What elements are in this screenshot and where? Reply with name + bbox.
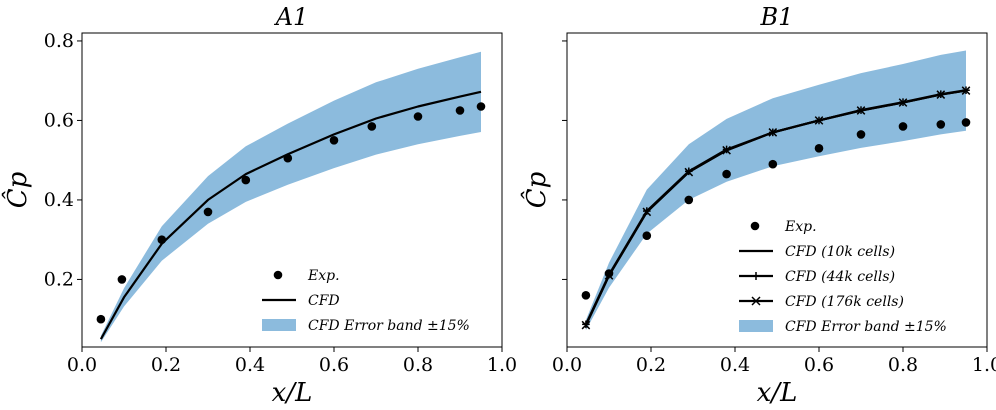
- panel-a1: 0.0 0.2 0.4 0.6 0.8 1.0 0.2 0.4 0.6 0.8 A1 x/L Ĉp Exp…: [1, 3, 517, 408]
- legend-x-marker: [751, 296, 761, 306]
- x-axis-label: x/L: [272, 378, 313, 408]
- data-point: [898, 122, 908, 131]
- x-tick-label: 0.8: [403, 354, 433, 376]
- x-tick-label: 1.0: [972, 354, 996, 376]
- x-tick-label: 1.0: [487, 354, 517, 376]
- data-point: [961, 118, 971, 127]
- axes-frame: [81, 32, 503, 348]
- x-marker: [898, 98, 908, 107]
- x-tick-label: 0.2: [636, 354, 666, 376]
- x-marker: [581, 320, 591, 330]
- data-point: [367, 122, 377, 131]
- data-point: [203, 207, 213, 217]
- x-marker: [642, 207, 652, 217]
- legend: Exp. CFD (10k cells) CFD (44k cells) CFD (1…: [739, 219, 947, 335]
- x-stroke: [642, 207, 652, 217]
- data-point: [241, 175, 251, 185]
- legend-label: CFD (44k cells): [785, 269, 895, 285]
- data-point: [856, 130, 866, 139]
- data-point: [581, 291, 591, 300]
- legend-band-swatch: [739, 320, 773, 332]
- data-point: [117, 275, 127, 284]
- x-stroke: [814, 116, 824, 125]
- legend-label: CFD: [308, 293, 340, 309]
- legend-label: CFD Error band ±15%: [785, 319, 947, 335]
- x-tick-label: 0.0: [67, 354, 97, 376]
- y-axis-label: Ĉp: [1, 171, 33, 208]
- chart-title: B1: [760, 3, 794, 31]
- y-tick-label: 0.8: [44, 30, 74, 52]
- data-point: [157, 235, 167, 244]
- error-band: [100, 51, 482, 343]
- data-point: [329, 136, 339, 145]
- data-point: [684, 195, 694, 205]
- legend-label: Exp.: [784, 219, 817, 235]
- x-tick-label: 0.6: [319, 354, 349, 376]
- data-point: [476, 102, 486, 111]
- x-tick-label: 0.2: [151, 354, 181, 376]
- y-tick-label: 0.2: [44, 268, 74, 290]
- x-stroke: [856, 106, 866, 115]
- legend-label: Exp.: [307, 268, 340, 284]
- y-tick-label: 0.6: [44, 109, 74, 131]
- y-tick-label: 0.4: [44, 189, 74, 211]
- x-stroke: [684, 167, 694, 177]
- x-tick-label: 0.6: [804, 354, 834, 376]
- x-marker: [684, 167, 694, 177]
- data-point: [413, 112, 423, 121]
- x-axis-label: x/L: [757, 378, 798, 408]
- data-point: [642, 231, 652, 240]
- x-stroke: [898, 98, 908, 107]
- data-point: [604, 269, 614, 278]
- x-stroke: [961, 86, 971, 95]
- legend-marker-exp: [750, 221, 760, 231]
- x-stroke: [722, 145, 731, 155]
- error-band: [585, 50, 966, 331]
- data-point: [455, 106, 465, 115]
- x-tick-label: 0.0: [552, 354, 582, 376]
- data-point: [722, 169, 731, 179]
- x-marker: [768, 128, 778, 137]
- legend-label: CFD (10k cells): [785, 244, 895, 260]
- x-marker: [961, 86, 971, 95]
- legend-band-swatch: [262, 319, 296, 331]
- legend-marker-exp: [273, 270, 283, 280]
- data-point: [814, 144, 824, 153]
- x-tick-label: 0.4: [720, 354, 750, 376]
- data-point: [768, 159, 778, 169]
- legend: Exp. CFD CFD Error band ±15%: [262, 268, 470, 334]
- legend-label: CFD (176k cells): [785, 294, 904, 310]
- x-marker: [722, 145, 731, 155]
- panel-b1: 0.0 0.2 0.4 0.6 0.8 1.0 B1 x/L Ĉp Exp. CFD (10k ce…: [520, 3, 996, 408]
- x-stroke: [581, 320, 591, 330]
- legend-label: CFD Error band ±15%: [308, 318, 470, 334]
- x-stroke: [936, 90, 946, 99]
- y-axis-label: Ĉp: [520, 171, 552, 208]
- data-point: [96, 314, 106, 324]
- data-point: [936, 120, 946, 129]
- x-marker: [814, 116, 824, 125]
- x-stroke: [768, 128, 778, 137]
- axes-frame: [566, 32, 988, 348]
- x-tick-label: 0.4: [235, 354, 265, 376]
- x-marker: [856, 106, 866, 115]
- x-tick-label: 0.8: [888, 354, 918, 376]
- data-point: [283, 153, 293, 163]
- chart-title: A1: [274, 3, 309, 31]
- x-marker: [936, 90, 946, 99]
